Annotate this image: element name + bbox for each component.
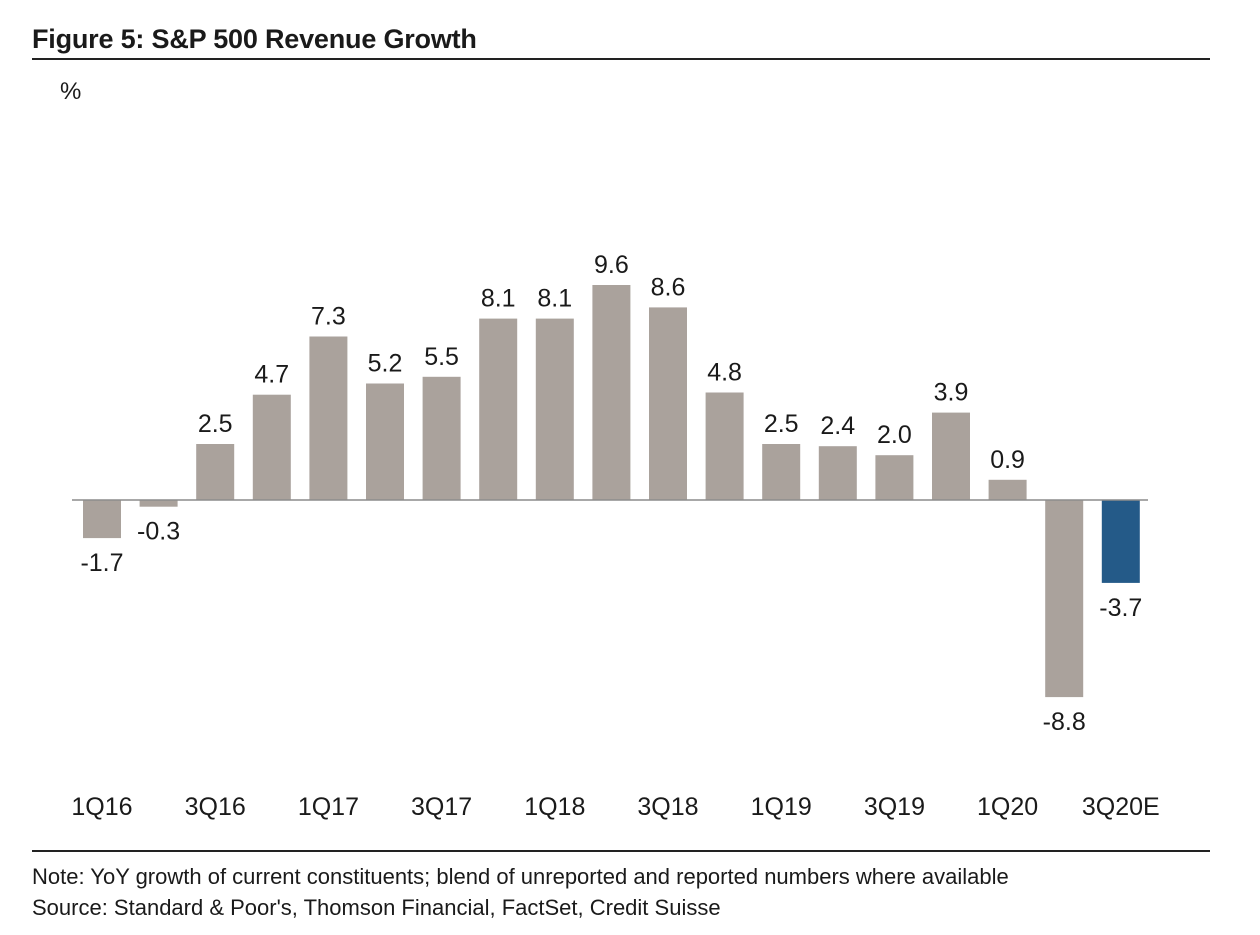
bar-2q18: [592, 285, 631, 500]
value-label-3q20e: -3.7: [1099, 594, 1142, 622]
bar-2q17: [366, 383, 404, 500]
source-note: Source: Standard & Poor's, Thomson Finan…: [32, 895, 721, 920]
x-tick-label-3q19: 3Q19: [864, 793, 925, 821]
x-tick-label-1q18: 1Q18: [524, 793, 585, 821]
bar-4q16: [252, 394, 291, 500]
value-label-2q19: 2.4: [820, 412, 855, 440]
value-label-3q17: 5.5: [424, 343, 459, 371]
value-label-4q19: 3.9: [934, 379, 969, 407]
footer-rule: [32, 850, 1210, 852]
x-tick-label-1q16: 1Q16: [71, 793, 132, 821]
value-label-3q16: 2.5: [198, 410, 233, 438]
bar-3q20e: [1101, 500, 1140, 583]
title-rule: [32, 58, 1210, 60]
value-label-1q16: -1.7: [80, 549, 123, 577]
bar-2q16: [139, 500, 178, 507]
bar-3q16: [196, 444, 235, 500]
bar-1q18: [535, 318, 574, 500]
bar-2q19: [818, 446, 857, 500]
value-label-2q20: -8.8: [1043, 708, 1086, 736]
bar-chart: -1.7 -0.3 2.5 4.7 7.3 5.2 5.5 8.1 8.1 9.6 8.6 4.8 2.…: [71, 251, 1159, 821]
value-label-4q17: 8.1: [481, 285, 516, 313]
bar-2q20: [1045, 500, 1084, 698]
value-label-3q19: 2.0: [877, 421, 912, 449]
footnote: Note: YoY growth of current constituents…: [32, 864, 1009, 889]
value-label-3q18: 8.6: [651, 273, 686, 301]
bar-1q16: [83, 500, 121, 539]
x-tick-label-3q18: 3Q18: [637, 793, 698, 821]
x-tick-label-1q17: 1Q17: [298, 793, 359, 821]
x-tick-label-1q19: 1Q19: [751, 793, 812, 821]
bars-group: [83, 285, 1140, 698]
y-axis-unit-label: %: [60, 78, 82, 105]
x-tick-label-3q20e: 3Q20E: [1082, 793, 1160, 821]
value-label-2q16: -0.3: [137, 518, 180, 546]
value-label-1q18: 8.1: [537, 285, 572, 313]
bar-4q18: [705, 392, 744, 500]
bar-3q17: [422, 376, 461, 500]
value-label-2q17: 5.2: [368, 350, 403, 378]
value-label-4q18: 4.8: [707, 359, 742, 387]
value-label-1q19: 2.5: [764, 410, 799, 438]
bar-3q19: [875, 455, 914, 500]
x-tick-label-1q20: 1Q20: [977, 793, 1038, 821]
bar-1q19: [762, 444, 801, 500]
value-label-4q16: 4.7: [254, 361, 289, 389]
bar-1q20: [988, 479, 1027, 500]
x-tick-labels-group: 1Q16 3Q16 1Q17 3Q17 1Q18 3Q18 1Q19 3Q19 1Q20 3Q20…: [71, 793, 1159, 821]
bar-3q18: [649, 307, 687, 500]
value-label-2q18: 9.6: [594, 251, 629, 279]
bar-4q17: [479, 318, 518, 500]
chart-title: Figure 5: S&P 500 Revenue Growth: [32, 24, 477, 54]
value-label-1q17: 7.3: [311, 303, 346, 331]
value-label-1q20: 0.9: [990, 446, 1025, 474]
bar-4q19: [932, 412, 970, 500]
x-tick-label-3q16: 3Q16: [185, 793, 246, 821]
bar-1q17: [309, 336, 348, 500]
x-tick-label-3q17: 3Q17: [411, 793, 472, 821]
value-labels-group: -1.7 -0.3 2.5 4.7 7.3 5.2 5.5 8.1 8.1 9.6 8.6 4.8 2.…: [80, 251, 1142, 736]
